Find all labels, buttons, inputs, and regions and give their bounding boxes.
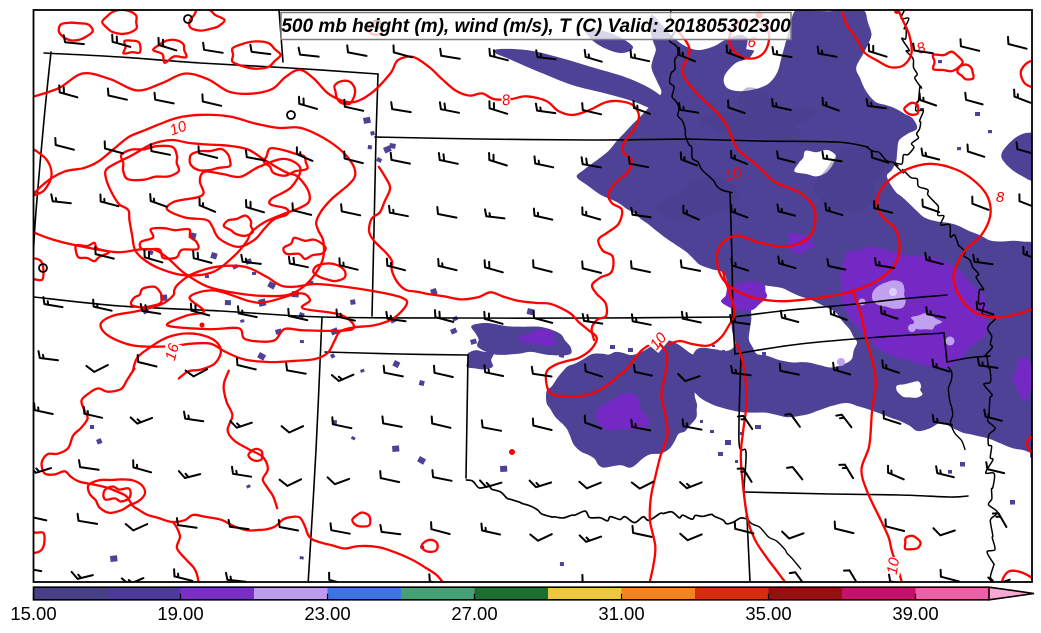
- svg-text:10: 10: [884, 556, 904, 576]
- svg-text:16: 16: [162, 341, 183, 362]
- svg-text:31.00: 31.00: [598, 603, 644, 624]
- svg-text:10: 10: [167, 117, 189, 139]
- svg-text:15.00: 15.00: [10, 603, 56, 624]
- svg-text:23.00: 23.00: [304, 603, 350, 624]
- svg-text:8: 8: [996, 189, 1005, 206]
- svg-text:8: 8: [501, 91, 513, 109]
- svg-text:10: 10: [723, 164, 744, 185]
- svg-text:35.00: 35.00: [745, 603, 791, 624]
- svg-text:27.00: 27.00: [451, 603, 497, 624]
- svg-text:39.00: 39.00: [892, 603, 938, 624]
- svg-text:6: 6: [746, 33, 758, 51]
- svg-text:19.00: 19.00: [157, 603, 203, 624]
- svg-text:500 mb height (m), wind (m/s),: 500 mb height (m), wind (m/s), T (C) Val…: [281, 16, 791, 37]
